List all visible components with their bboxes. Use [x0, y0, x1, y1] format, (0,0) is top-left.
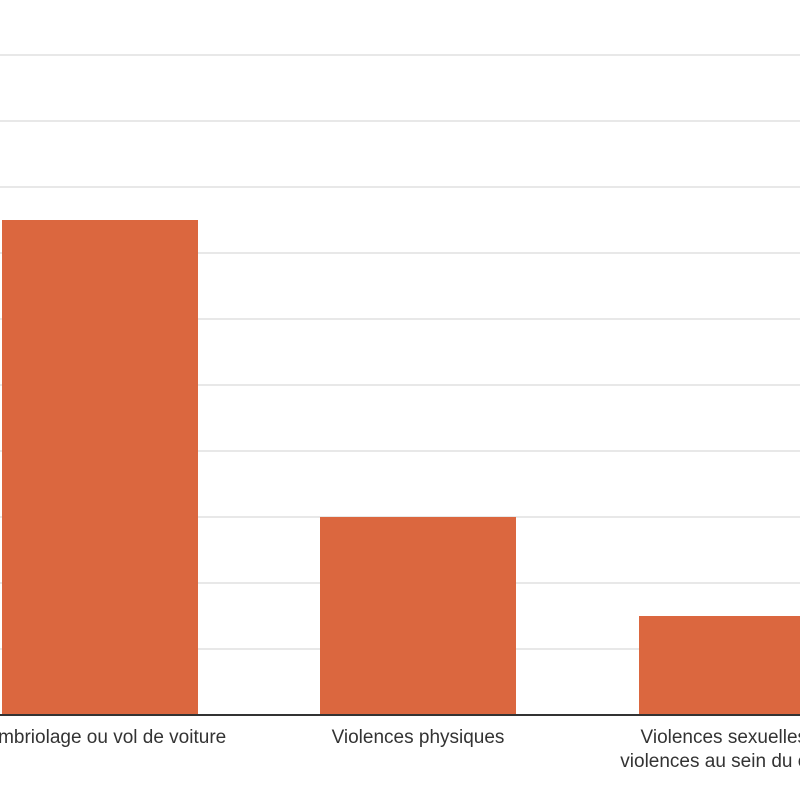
category-label-line: Violences physiques — [332, 727, 505, 748]
category-label-3: Violences sexuelles ou violences au sein … — [620, 727, 800, 772]
bar-1 — [2, 220, 198, 715]
category-label-line: Cambriolage ou vol de voiture — [0, 727, 226, 748]
category-label-line: violences au sein du couple — [620, 751, 800, 772]
bar-2 — [320, 517, 516, 715]
category-label-1: Cambriolage ou vol de voiture — [0, 727, 226, 748]
category-label-line: Violences sexuelles ou — [641, 727, 800, 748]
bars — [2, 220, 800, 715]
bar-3 — [639, 616, 800, 715]
category-labels: Cambriolage ou vol de voiture Violences p… — [0, 727, 800, 772]
category-label-2: Violences physiques — [332, 727, 505, 748]
